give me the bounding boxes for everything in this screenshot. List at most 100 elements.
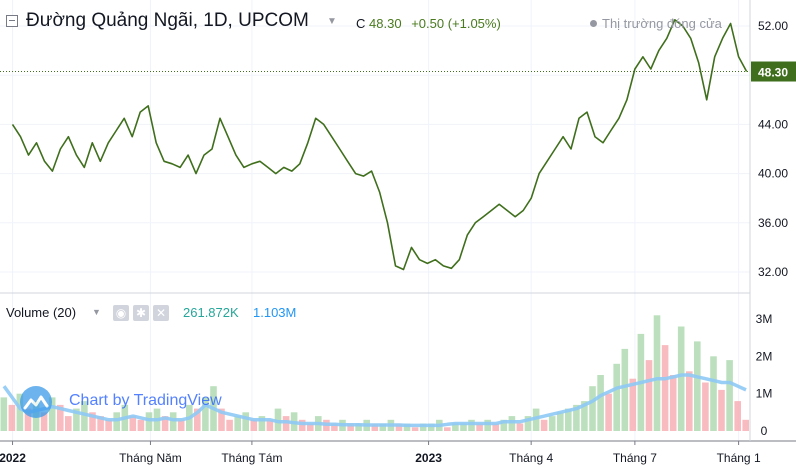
time-tick-label: Tháng 1 bbox=[717, 451, 761, 465]
settings-gear-icon[interactable]: ✱ bbox=[133, 305, 149, 321]
volume-bar bbox=[653, 315, 661, 431]
volume-bar bbox=[460, 423, 467, 431]
price-tick-label: 40.00 bbox=[758, 167, 788, 181]
volume-bar bbox=[444, 427, 451, 431]
symbol-title[interactable]: Đường Quảng Ngãi, 1D, UPCOM bbox=[26, 10, 309, 31]
tradingview-logo-icon bbox=[20, 386, 52, 418]
close-label: C bbox=[356, 16, 366, 31]
volume-bar bbox=[492, 423, 499, 431]
volume-bar bbox=[605, 393, 612, 431]
volume-bar bbox=[8, 404, 16, 431]
volume-bar bbox=[331, 423, 338, 431]
volume-bar bbox=[307, 423, 314, 431]
last-price-badge-label: 48.30 bbox=[758, 66, 788, 80]
volume-indicator-title[interactable]: Volume (20) bbox=[6, 305, 77, 320]
volume-bar bbox=[258, 416, 266, 431]
volume-bar bbox=[516, 423, 524, 431]
volume-bar bbox=[24, 408, 32, 431]
volume-bar bbox=[137, 419, 145, 431]
volume-bar bbox=[395, 423, 403, 431]
symbol-dropdown-caret-icon[interactable]: ▼ bbox=[327, 16, 337, 27]
volume-bar bbox=[105, 419, 112, 431]
volume-bar bbox=[161, 416, 169, 431]
volume-bar bbox=[621, 348, 629, 431]
volume-bar bbox=[250, 419, 258, 431]
visibility-eye-icon[interactable]: ◉ bbox=[113, 305, 129, 321]
volume-bar bbox=[282, 416, 290, 431]
time-tick-label: 2022 bbox=[0, 451, 26, 465]
volume-bar bbox=[548, 416, 556, 431]
volume-bar bbox=[202, 397, 209, 431]
volume-bar bbox=[145, 412, 153, 431]
volume-bar bbox=[169, 412, 177, 431]
time-tick-label: Tháng 7 bbox=[613, 451, 657, 465]
volume-bar bbox=[347, 423, 354, 431]
volume-bar bbox=[476, 423, 483, 431]
volume-bar bbox=[298, 419, 306, 431]
volume-bar bbox=[500, 419, 508, 431]
volume-tick-label: 3M bbox=[756, 312, 773, 326]
volume-bar bbox=[694, 341, 701, 431]
volume-bar bbox=[677, 326, 685, 431]
last-price-badge bbox=[751, 61, 796, 82]
volume-bar bbox=[419, 423, 427, 431]
volume-bar bbox=[234, 416, 241, 431]
volume-bar bbox=[718, 389, 725, 431]
volume-bar bbox=[355, 423, 362, 431]
volume-dropdown-caret-icon[interactable]: ▼ bbox=[92, 307, 101, 317]
volume-bar bbox=[589, 386, 596, 431]
volume-tick-label: 2M bbox=[756, 349, 773, 363]
price-tick-label: 44.00 bbox=[758, 117, 788, 131]
time-axis[interactable]: 2022 Tháng Năm Tháng Tám 2023 Tháng 4 Tháng 7… bbox=[0, 441, 761, 465]
volume-bar bbox=[452, 423, 459, 431]
remove-close-icon[interactable]: ✕ bbox=[153, 305, 169, 321]
volume-ma-line bbox=[2, 373, 747, 428]
volume-bar bbox=[629, 378, 637, 431]
volume-bar bbox=[379, 423, 387, 431]
volume-bar bbox=[565, 408, 572, 431]
volume-bar bbox=[266, 419, 274, 431]
volume-bars[interactable] bbox=[0, 315, 750, 431]
volume-bar bbox=[734, 401, 741, 431]
volume-bar bbox=[194, 408, 201, 431]
volume-bar bbox=[742, 419, 749, 431]
watermark-text: Chart by TradingView bbox=[69, 392, 222, 409]
volume-bar bbox=[0, 397, 8, 431]
volume-bar bbox=[468, 419, 475, 431]
volume-bar bbox=[57, 404, 64, 431]
price-tick-label: 32.00 bbox=[758, 265, 788, 279]
price-tick-label: 52.00 bbox=[758, 19, 788, 33]
price-line[interactable] bbox=[11, 18, 748, 271]
last-price-marker: 48.30 bbox=[0, 61, 796, 82]
volume-bar bbox=[645, 360, 653, 431]
volume-bar bbox=[508, 416, 516, 431]
volume-bar bbox=[48, 397, 56, 431]
volume-bar bbox=[557, 412, 564, 431]
volume-bar bbox=[226, 419, 233, 431]
ohlc-legend: C 48.30 +0.50 (+1.05%) bbox=[356, 16, 501, 31]
volume-bar bbox=[427, 423, 435, 431]
collapse-legend-button[interactable] bbox=[6, 15, 18, 27]
volume-bar bbox=[81, 401, 88, 431]
volume-tick-label: 1M bbox=[756, 387, 773, 401]
price-tick-label: 36.00 bbox=[758, 216, 788, 230]
grid-lines bbox=[0, 0, 750, 441]
time-tick-label: Tháng Năm bbox=[119, 451, 182, 465]
volume-ma-value: 1.103M bbox=[253, 305, 297, 320]
volume-bar bbox=[242, 412, 249, 431]
volume-bar bbox=[661, 345, 669, 431]
volume-ma-series-line bbox=[2, 373, 747, 428]
volume-bar bbox=[40, 412, 48, 431]
volume-axis[interactable]: 0 1M 2M 3M bbox=[756, 312, 773, 438]
volume-bar bbox=[16, 393, 24, 431]
volume-bar bbox=[540, 419, 548, 431]
volume-bar bbox=[129, 416, 137, 431]
market-status-dot-icon bbox=[590, 20, 597, 27]
time-tick-label: 2023 bbox=[415, 451, 442, 465]
volume-bar bbox=[97, 416, 104, 431]
close-value: 48.30 bbox=[369, 16, 402, 31]
volume-bar bbox=[371, 423, 379, 431]
volume-bar bbox=[581, 401, 588, 431]
